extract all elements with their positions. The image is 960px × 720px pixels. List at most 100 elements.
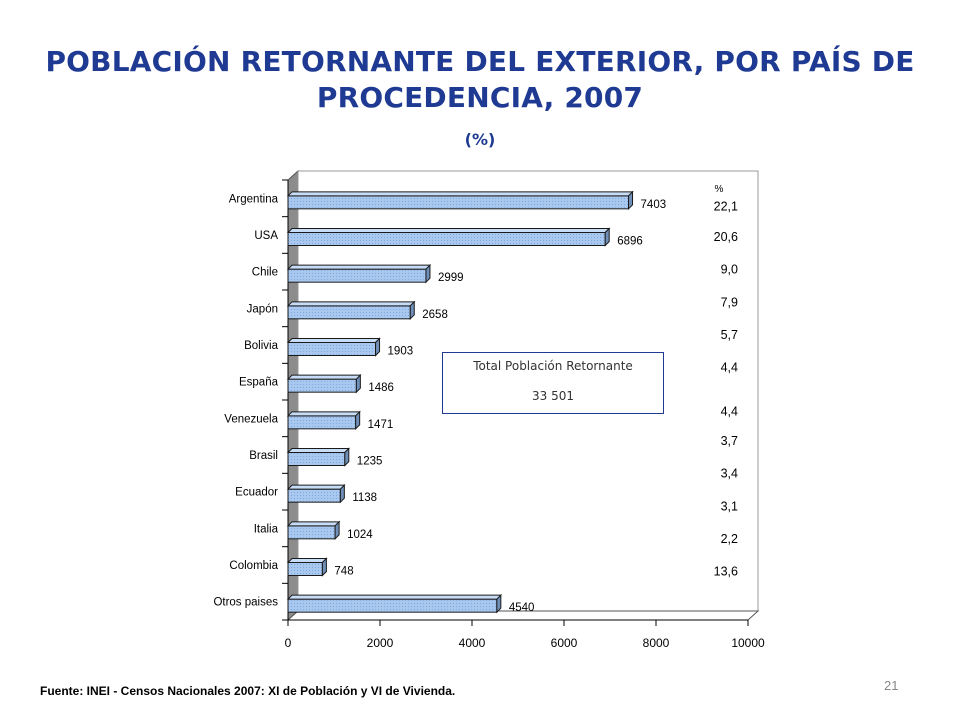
value-label: 4540: [509, 602, 535, 614]
percent-label: 7,9: [721, 295, 738, 309]
x-tick-label: 6000: [551, 636, 578, 650]
bar-end: [344, 447, 350, 467]
bar-group: [286, 263, 432, 284]
category-label: Argentina: [229, 193, 279, 205]
source-note: Fuente: INEI - Censos Nacionales 2007: X…: [40, 684, 456, 698]
category-label: Brasil: [249, 450, 278, 462]
category-label: Chile: [252, 267, 278, 279]
bar-top: [286, 228, 611, 233]
bar: [287, 305, 411, 320]
percent-header: %: [715, 184, 724, 195]
value-label: 2658: [422, 309, 448, 321]
bar-top: [286, 191, 634, 197]
x-tick-label: 10000: [731, 636, 765, 650]
page-title: POBLACIÓN RETORNANTE DEL EXTERIOR, POR P…: [0, 44, 960, 116]
bar-group: [286, 593, 503, 614]
bar-top: [286, 338, 381, 343]
bar-group: [286, 520, 341, 541]
bar-end: [604, 227, 610, 247]
bar-top: [286, 301, 416, 307]
bar-end: [321, 557, 327, 577]
value-label: 1486: [368, 382, 394, 394]
percent-label: 2,2: [721, 532, 738, 546]
percent-label: 3,7: [721, 434, 738, 448]
bar-end: [425, 263, 431, 284]
bar-top: [286, 558, 328, 563]
x-tick-label: 0: [285, 636, 292, 650]
bar-end: [355, 410, 361, 431]
x-tick-label: 4000: [459, 636, 486, 650]
bar-top: [286, 374, 362, 380]
total-value: 33 501: [532, 389, 574, 403]
bar-end: [339, 483, 345, 504]
bar-group: [286, 447, 351, 467]
percent-label: 13,6: [714, 565, 738, 579]
value-label: 1235: [357, 456, 383, 468]
category-label: Italia: [254, 523, 279, 535]
category-label: Otros paises: [213, 597, 278, 609]
percent-label: 9,0: [721, 263, 738, 277]
bar-group: [286, 227, 611, 247]
total-label: Total Población Retornante: [473, 359, 633, 373]
category-label: USA: [254, 230, 278, 242]
percent-label: 3,1: [721, 499, 738, 513]
bar-end: [496, 593, 502, 614]
category-label: Colombia: [229, 560, 278, 572]
title-line-2: PROCEDENCIA, 2007: [316, 81, 644, 114]
bar: [287, 525, 336, 540]
bar-end: [375, 337, 381, 357]
value-label: 1138: [352, 492, 377, 504]
bar-top: [286, 411, 361, 417]
bar-end: [355, 373, 361, 394]
x-tick-label: 2000: [367, 636, 394, 650]
percent-label: 5,7: [721, 328, 738, 342]
bar-group: [286, 190, 634, 211]
percent-label: 20,6: [714, 230, 738, 244]
x-tick-label: 8000: [643, 636, 670, 650]
bar-group: [286, 373, 362, 394]
bar: [287, 378, 357, 393]
percent-label: 4,4: [721, 361, 738, 375]
bar: [287, 342, 377, 356]
value-label: 6896: [617, 236, 643, 248]
value-label: 748: [334, 566, 353, 578]
title-line-1: POBLACIÓN RETORNANTE DEL EXTERIOR, POR P…: [45, 45, 915, 78]
bar-group: [286, 557, 328, 577]
bar-group: [286, 410, 361, 431]
bar: [287, 598, 498, 613]
bar-group: [286, 300, 416, 321]
value-label: 1024: [347, 529, 373, 541]
bar: [287, 488, 341, 503]
category-label: Ecuador: [235, 487, 278, 499]
bar-end: [628, 190, 634, 211]
total-population-box: Total Población Retornante 33 501: [442, 352, 664, 414]
value-label: 7403: [641, 199, 667, 211]
value-label: 1471: [368, 419, 394, 431]
page-number: 21: [884, 678, 899, 693]
bar-top: [286, 264, 432, 270]
bar-top: [286, 521, 341, 527]
value-label: 2999: [438, 272, 464, 284]
bar-top: [286, 484, 346, 490]
bar-top: [286, 448, 351, 453]
bar-end: [334, 520, 340, 541]
percent-label: 3,4: [721, 467, 738, 481]
bar-group: [286, 483, 346, 504]
percent-label: 4,4: [721, 404, 738, 418]
category-label: Bolivia: [244, 340, 278, 352]
bar-top: [286, 594, 503, 600]
bar: [287, 195, 630, 210]
value-label: 1903: [388, 346, 414, 358]
category-label: Japón: [247, 303, 278, 315]
category-label: Venezuela: [224, 413, 278, 425]
bar: [287, 562, 323, 576]
bar: [287, 268, 427, 283]
bar-group: [286, 337, 381, 357]
bar-end: [409, 300, 415, 321]
bar: [287, 415, 357, 430]
bar: [287, 452, 346, 466]
category-label: España: [239, 377, 279, 389]
bar: [287, 232, 606, 246]
subtitle: (%): [464, 130, 496, 149]
